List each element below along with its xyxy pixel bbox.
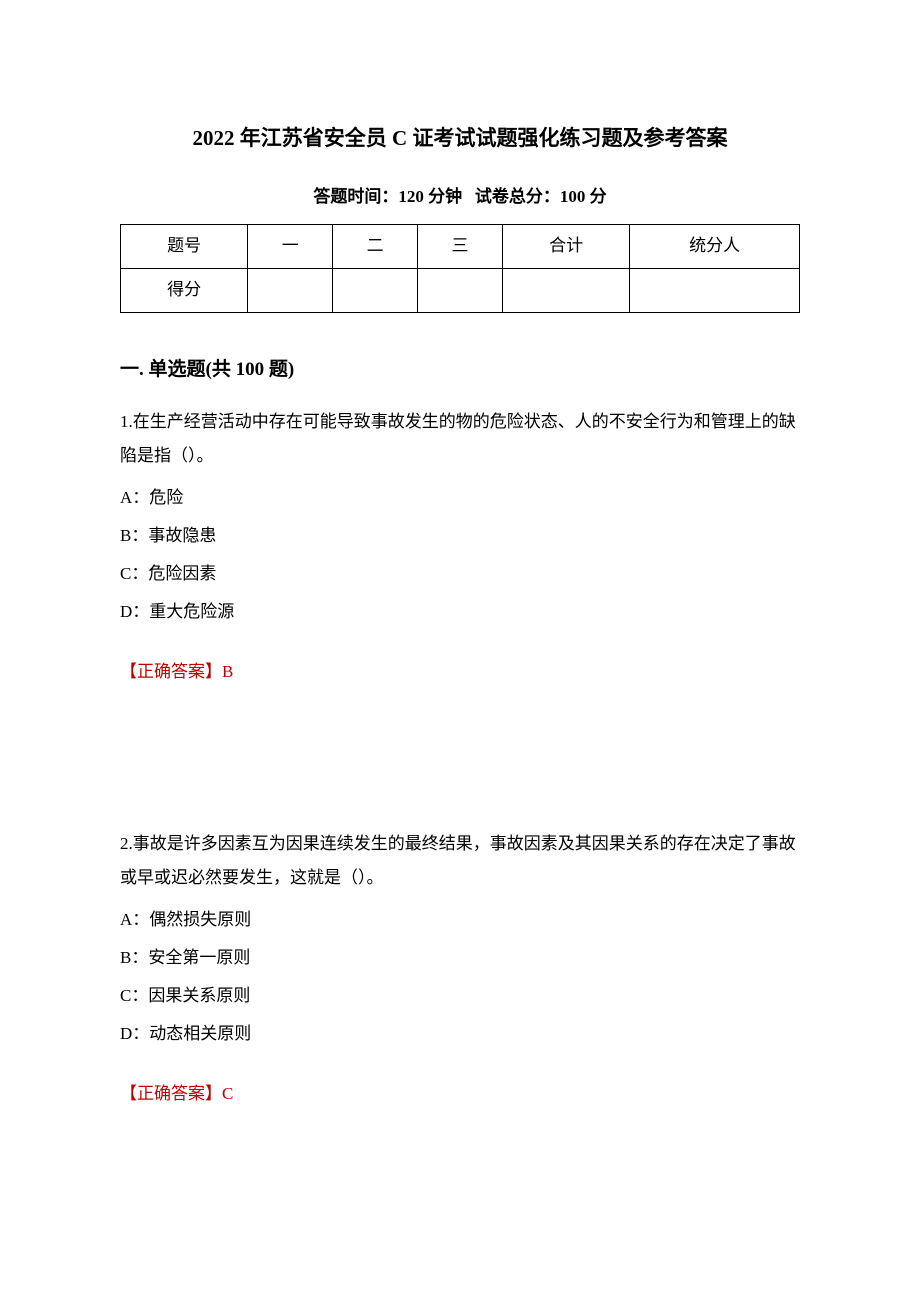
option-text: 动态相关原则: [149, 1024, 251, 1043]
option-text: 事故隐患: [148, 526, 216, 545]
option-label: C：: [120, 564, 148, 583]
question-body: 事故是许多因素互为因果连续发生的最终结果，事故因素及其因果关系的存在决定了事故或…: [120, 834, 796, 887]
table-cell-empty: [502, 268, 629, 312]
option-b: B：安全第一原则: [120, 941, 800, 975]
option-c: C：因果关系原则: [120, 979, 800, 1013]
option-text: 危险: [149, 488, 183, 507]
score-value: 100 分: [560, 187, 607, 206]
question-number: 2.: [120, 834, 133, 853]
table-header-cell: 合计: [502, 225, 629, 269]
document-subtitle: 答题时间：120 分钟 试卷总分：100 分: [120, 182, 800, 213]
option-label: B：: [120, 526, 148, 545]
option-a: A：危险: [120, 481, 800, 515]
option-label: A：: [120, 488, 149, 507]
answer-label: 【正确答案】: [120, 1084, 222, 1103]
table-header-cell: 统分人: [630, 225, 800, 269]
table-header-cell: 题号: [121, 225, 248, 269]
option-text: 危险因素: [148, 564, 216, 583]
spacer: [120, 767, 800, 827]
answer-line: 【正确答案】B: [120, 657, 800, 688]
option-label: B：: [120, 948, 148, 967]
option-label: C：: [120, 986, 148, 1005]
question-body: 在生产经营活动中存在可能导致事故发生的物的危险状态、人的不安全行为和管理上的缺陷…: [120, 412, 796, 465]
question-number: 1.: [120, 412, 133, 431]
question-block: 1.在生产经营活动中存在可能导致事故发生的物的危险状态、人的不安全行为和管理上的…: [120, 405, 800, 688]
table-score-row: 得分: [121, 268, 800, 312]
option-d: D：动态相关原则: [120, 1017, 800, 1051]
table-row-label: 得分: [121, 268, 248, 312]
answer-line: 【正确答案】C: [120, 1079, 800, 1110]
option-label: D：: [120, 602, 149, 621]
answer-label: 【正确答案】: [120, 662, 222, 681]
time-label: 答题时间：: [313, 187, 398, 206]
table-header-cell: 一: [248, 225, 333, 269]
option-text: 偶然损失原则: [149, 910, 251, 929]
option-label: D：: [120, 1024, 149, 1043]
table-cell-empty: [248, 268, 333, 312]
table-cell-empty: [333, 268, 418, 312]
table-cell-empty: [630, 268, 800, 312]
option-label: A：: [120, 910, 149, 929]
table-header-row: 题号 一 二 三 合计 统分人: [121, 225, 800, 269]
option-d: D：重大危险源: [120, 595, 800, 629]
table-header-cell: 二: [333, 225, 418, 269]
option-c: C：危险因素: [120, 557, 800, 591]
section-heading: 一. 单选题(共 100 题): [120, 353, 800, 387]
answer-value: B: [222, 662, 233, 681]
question-text: 2.事故是许多因素互为因果连续发生的最终结果，事故因素及其因果关系的存在决定了事…: [120, 827, 800, 895]
score-label: 试卷总分：: [475, 187, 560, 206]
score-table: 题号 一 二 三 合计 统分人 得分: [120, 224, 800, 312]
table-header-cell: 三: [418, 225, 503, 269]
table-cell-empty: [418, 268, 503, 312]
option-text: 重大危险源: [149, 602, 234, 621]
question-block: 2.事故是许多因素互为因果连续发生的最终结果，事故因素及其因果关系的存在决定了事…: [120, 827, 800, 1110]
option-a: A：偶然损失原则: [120, 903, 800, 937]
option-text: 安全第一原则: [148, 948, 250, 967]
answer-value: C: [222, 1084, 233, 1103]
option-text: 因果关系原则: [148, 986, 250, 1005]
option-b: B：事故隐患: [120, 519, 800, 553]
time-value: 120 分钟: [398, 187, 462, 206]
question-text: 1.在生产经营活动中存在可能导致事故发生的物的危险状态、人的不安全行为和管理上的…: [120, 405, 800, 473]
document-title: 2022 年江苏省安全员 C 证考试试题强化练习题及参考答案: [120, 120, 800, 158]
